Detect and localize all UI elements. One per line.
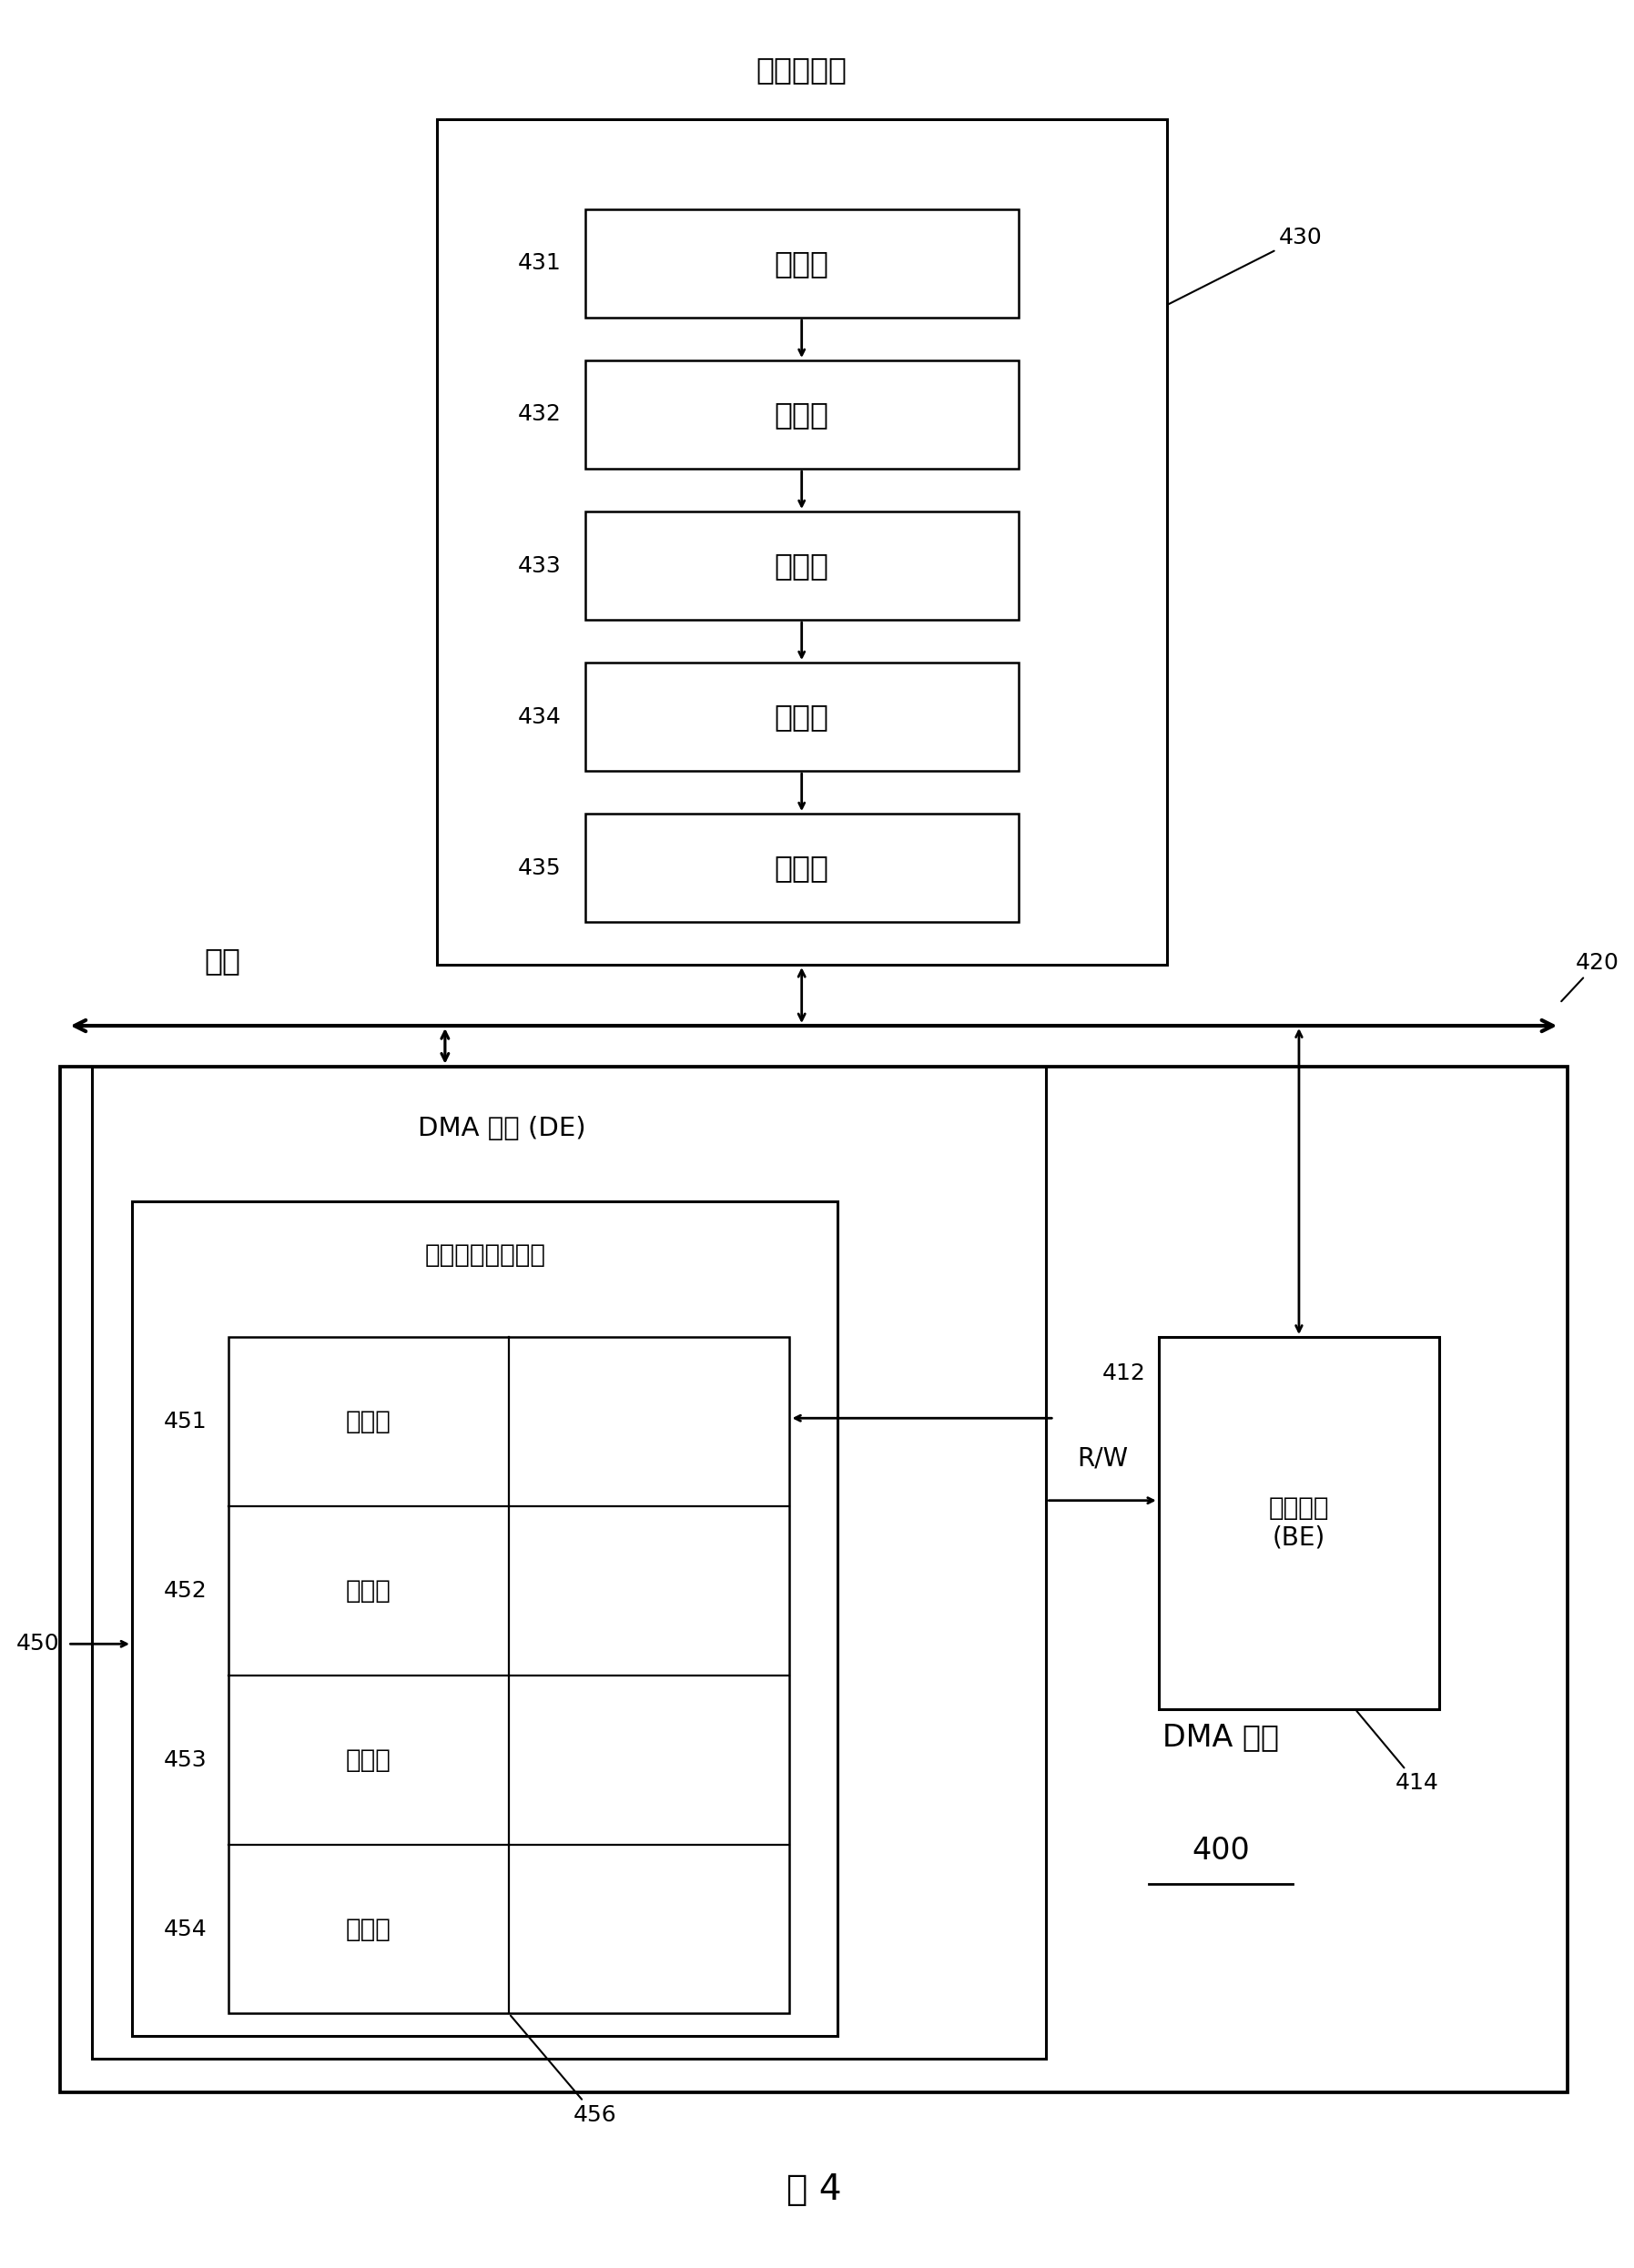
Text: 452: 452 (163, 1581, 208, 1601)
Bar (1159, 1336, 1440, 1710)
Bar (585, 209, 1018, 318)
Text: 图 4: 图 4 (786, 2173, 842, 2207)
Text: 描述符: 描述符 (346, 1408, 391, 1433)
Bar (585, 814, 1018, 923)
Text: 描述符: 描述符 (775, 399, 828, 429)
Text: 454: 454 (163, 1919, 208, 1939)
Text: 描述符预取缓冲器: 描述符预取缓冲器 (425, 1243, 546, 1268)
Text: 描述符: 描述符 (775, 249, 828, 279)
Text: 412: 412 (1103, 1363, 1145, 1383)
Text: 描述符: 描述符 (346, 1746, 391, 1774)
Text: 434: 434 (518, 705, 560, 728)
Bar (585, 361, 1018, 469)
Bar (132, 1202, 838, 2037)
Text: 431: 431 (518, 252, 560, 274)
Text: 描述符: 描述符 (775, 551, 828, 581)
Text: 描述符: 描述符 (775, 853, 828, 882)
Text: 系统存儲器: 系统存儲器 (757, 54, 846, 84)
Text: 420: 420 (1562, 953, 1619, 1002)
Bar (229, 1336, 789, 2014)
Text: 430: 430 (1168, 227, 1322, 304)
Text: 451: 451 (163, 1411, 208, 1433)
Text: 描述符: 描述符 (346, 1579, 391, 1603)
Bar (585, 513, 1018, 619)
Text: 描述符: 描述符 (775, 701, 828, 733)
Text: 456: 456 (510, 2016, 616, 2125)
Bar (92, 1066, 1046, 2059)
Text: 432: 432 (518, 404, 560, 426)
Text: 总线引擎
(BE): 总线引擎 (BE) (1268, 1495, 1328, 1551)
Bar (436, 120, 1167, 964)
Text: 描述符: 描述符 (346, 1916, 391, 1941)
Text: 433: 433 (518, 556, 560, 576)
Text: 450: 450 (16, 1633, 60, 1656)
Text: 414: 414 (1356, 1710, 1440, 1794)
Text: 总线: 总线 (204, 946, 240, 975)
Text: DMA 设备: DMA 设备 (1162, 1721, 1279, 1753)
Bar (60, 1066, 1567, 2093)
Text: 400: 400 (1191, 1835, 1250, 1864)
Text: 435: 435 (518, 857, 560, 878)
Text: R/W: R/W (1077, 1445, 1127, 1472)
Text: 453: 453 (163, 1749, 208, 1771)
Bar (585, 662, 1018, 771)
Text: DMA 引擎 (DE): DMA 引擎 (DE) (418, 1116, 587, 1141)
